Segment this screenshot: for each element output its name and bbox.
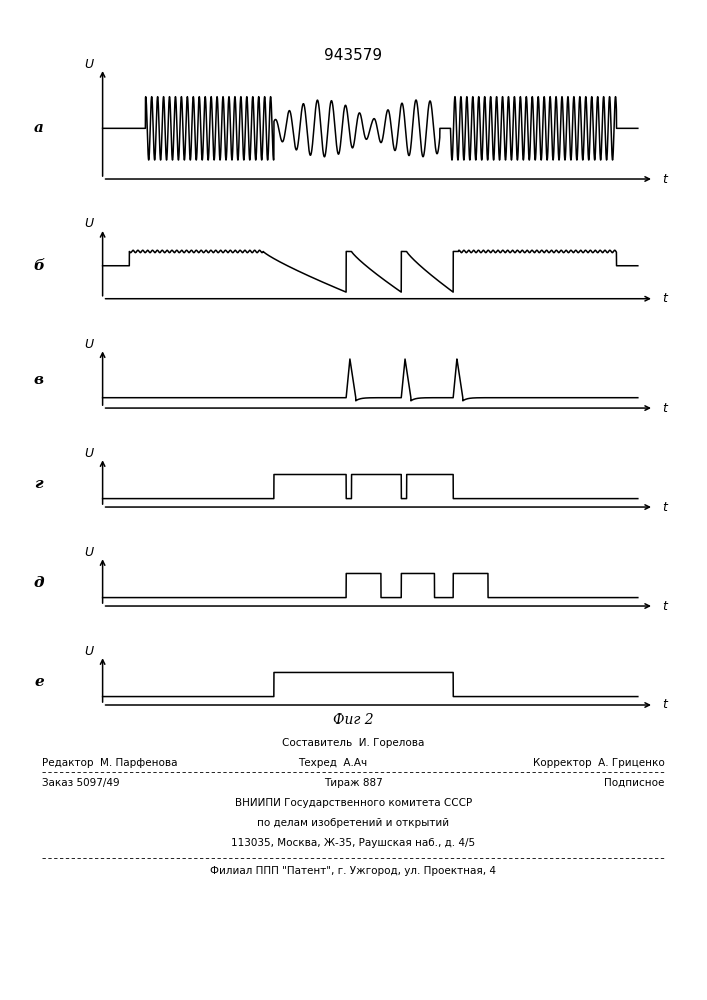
Text: U: U <box>85 645 94 658</box>
Text: Корректор  А. Гриценко: Корректор А. Гриценко <box>533 758 665 768</box>
Text: 113035, Москва, Ж-35, Раушская наб., д. 4/5: 113035, Москва, Ж-35, Раушская наб., д. … <box>231 838 476 848</box>
Text: Тираж 887: Тираж 887 <box>324 778 383 788</box>
Text: Редактор  М. Парфенова: Редактор М. Парфенова <box>42 758 178 768</box>
Text: Подписное: Подписное <box>604 778 665 788</box>
Text: U: U <box>85 217 94 230</box>
Text: Заказ 5097/49: Заказ 5097/49 <box>42 778 120 788</box>
Text: е: е <box>34 675 44 689</box>
Text: Составитель  И. Горелова: Составитель И. Горелова <box>282 738 425 748</box>
Text: U: U <box>85 546 94 559</box>
Text: ВНИИПИ Государственного комитета СССР: ВНИИПИ Государственного комитета СССР <box>235 798 472 808</box>
Text: t: t <box>662 173 667 186</box>
Text: Фиг 2: Фиг 2 <box>333 713 374 727</box>
Text: t: t <box>662 699 667 712</box>
Text: по делам изобретений и открытий: по делам изобретений и открытий <box>257 818 450 828</box>
Text: в: в <box>34 373 44 387</box>
Text: а: а <box>34 121 44 135</box>
Text: t: t <box>662 402 667 415</box>
Text: 943579: 943579 <box>325 48 382 63</box>
Text: д: д <box>33 576 45 590</box>
Text: U: U <box>85 447 94 460</box>
Text: б: б <box>33 259 45 273</box>
Text: U: U <box>85 58 94 71</box>
Text: Техред  А.Ач: Техред А.Ач <box>298 758 367 768</box>
Text: г: г <box>35 477 43 491</box>
Text: t: t <box>662 292 667 305</box>
Text: t: t <box>662 600 667 613</box>
Text: t: t <box>662 501 667 514</box>
Text: U: U <box>85 338 94 351</box>
Text: Филиал ППП "Патент", г. Ужгород, ул. Проектная, 4: Филиал ППП "Патент", г. Ужгород, ул. Про… <box>211 866 496 876</box>
